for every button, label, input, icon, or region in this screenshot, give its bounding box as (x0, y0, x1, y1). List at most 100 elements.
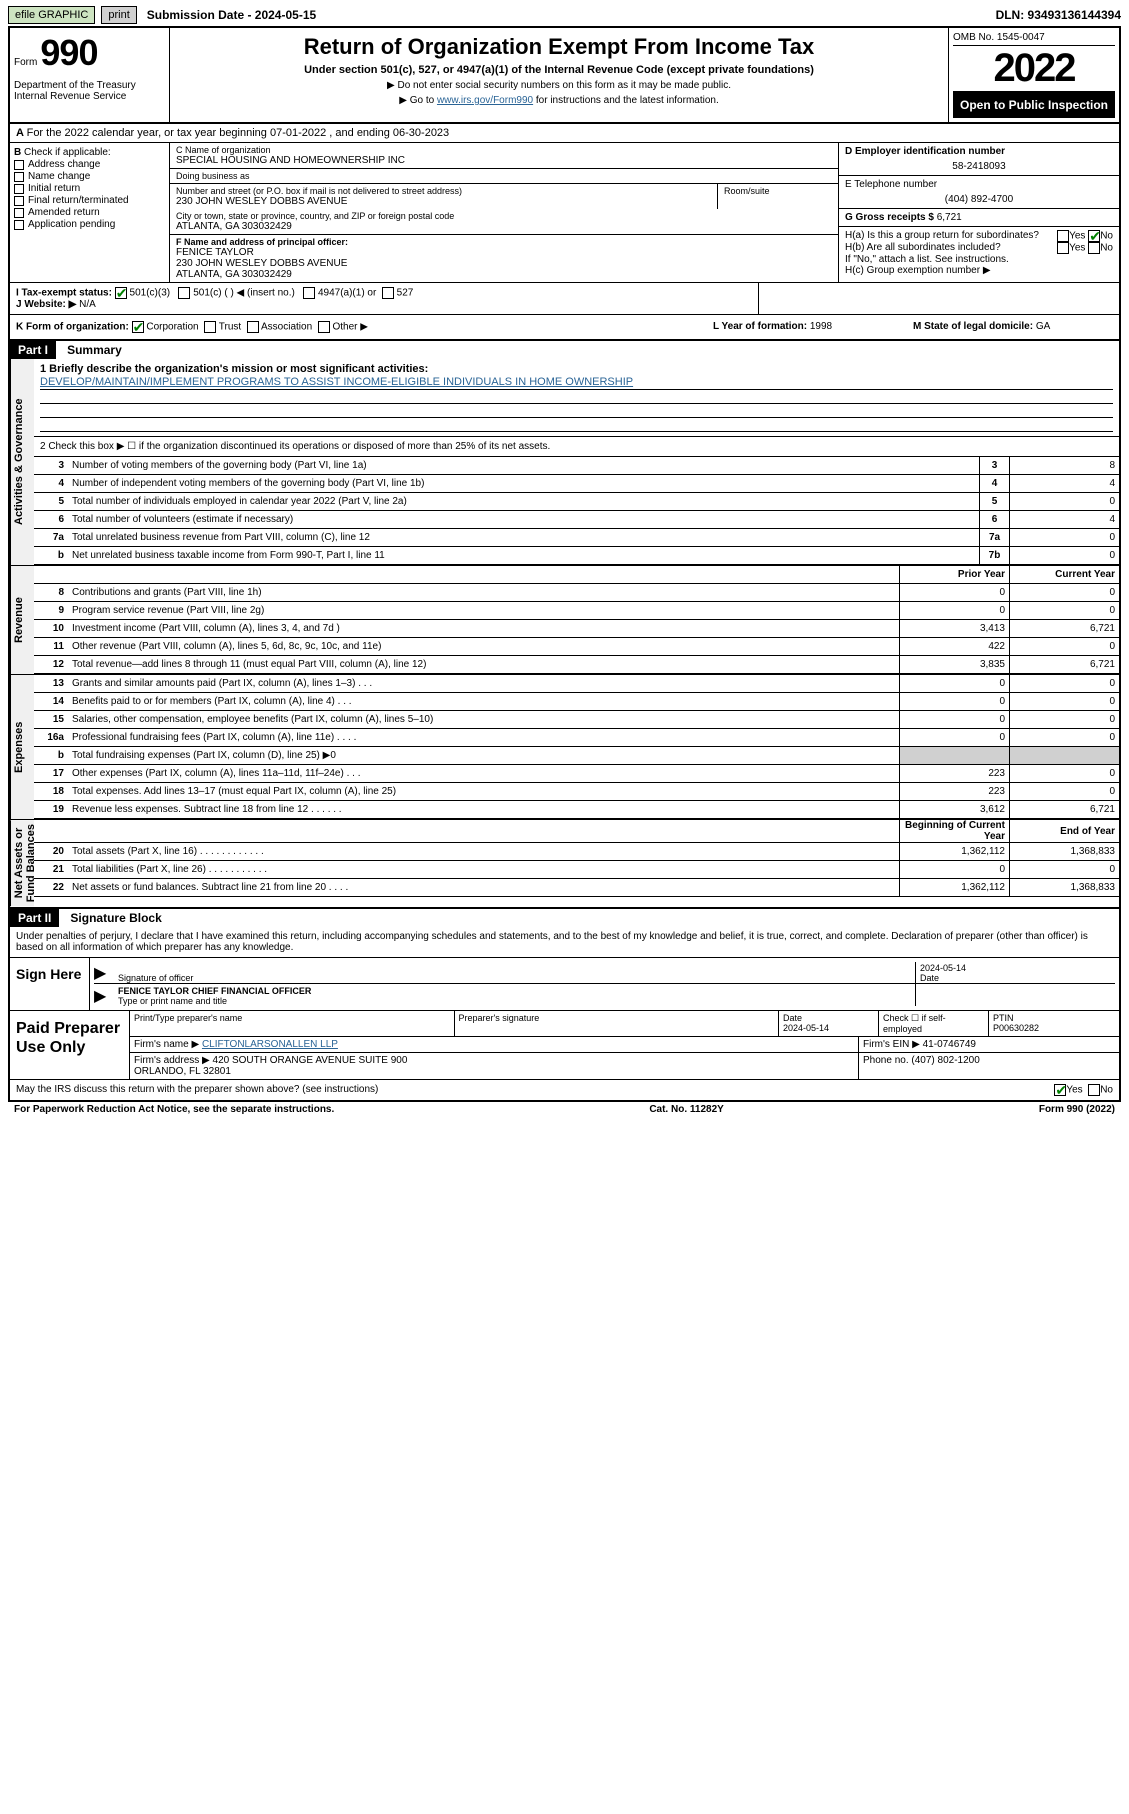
line-text: Number of independent voting members of … (70, 477, 979, 490)
phone: (404) 892-4700 (845, 194, 1113, 205)
ha-no[interactable] (1088, 230, 1100, 242)
line-value: 4 (1009, 511, 1119, 528)
period-row: A For the 2022 calendar year, or tax yea… (8, 124, 1121, 143)
submission-date: Submission Date - 2024-05-15 (147, 8, 316, 22)
line-text: Contributions and grants (Part VIII, lin… (70, 584, 899, 601)
discuss-no-label: No (1100, 1084, 1113, 1095)
form-sub2: ▶ Do not enter social security numbers o… (174, 80, 944, 91)
line-num: 5 (34, 496, 70, 507)
cb-other[interactable] (318, 321, 330, 333)
line-text: Other revenue (Part VIII, column (A), li… (70, 638, 899, 655)
discuss-yes-label: Yes (1066, 1084, 1082, 1095)
street-value: 230 JOHN WESLEY DOBBS AVENUE (176, 196, 711, 207)
form-title: Return of Organization Exempt From Incom… (174, 34, 944, 60)
sidelabel-exp: Expenses (10, 675, 34, 819)
line-num: b (34, 550, 70, 561)
cb-corp[interactable] (132, 321, 144, 333)
line2: 2 Check this box ▶ ☐ if the organization… (34, 437, 1119, 457)
hb-no[interactable] (1088, 242, 1100, 254)
line-value: 8 (1009, 457, 1119, 474)
cb-501c3[interactable] (115, 287, 127, 299)
ha-yes-label: Yes (1069, 231, 1085, 242)
cb-amended[interactable] (14, 208, 24, 218)
line-num: 12 (34, 656, 70, 673)
sig-officer-label: Signature of officer (118, 973, 915, 983)
line-text: Benefits paid to or for members (Part IX… (70, 693, 899, 710)
line-text: Other expenses (Part IX, column (A), lin… (70, 765, 899, 782)
cb-trust[interactable] (204, 321, 216, 333)
prior-value: 1,362,112 (899, 879, 1009, 896)
current-value (1009, 747, 1119, 764)
form-footer: Form 990 (2022) (1039, 1104, 1115, 1115)
line-box: 6 (979, 511, 1009, 528)
hb-label: H(b) Are all subordinates included? (845, 242, 1001, 253)
dept: Department of the Treasury Internal Reve… (14, 80, 165, 102)
l-value: 1998 (810, 321, 832, 332)
sig-date: 2024-05-14 (920, 963, 1115, 973)
i-label: I Tax-exempt status: (16, 288, 112, 299)
e-label: E Telephone number (845, 179, 937, 190)
form-number: 990 (40, 32, 97, 73)
paid-preparer-label: Paid Preparer Use Only (10, 1011, 130, 1079)
efile-badge: efile GRAPHIC (8, 6, 95, 24)
row-l: L Year of formation: 1998 (713, 321, 913, 333)
line-num: 8 (34, 584, 70, 601)
k-label: K Form of organization: (16, 322, 129, 333)
hb-yes[interactable] (1057, 242, 1069, 254)
dln: DLN: 93493136144394 (996, 8, 1121, 22)
current-year-hdr: Current Year (1009, 566, 1119, 583)
omb-number: OMB No. 1545-0047 (953, 32, 1115, 46)
firm-ein: 41-0746749 (923, 1039, 976, 1050)
prep-ptin: PTIN P00630282 (989, 1011, 1119, 1036)
topbar: efile GRAPHIC print Submission Date - 20… (8, 4, 1121, 26)
irs-link[interactable]: www.irs.gov/Form990 (437, 95, 533, 106)
cb-4947[interactable] (303, 287, 315, 299)
firm-name[interactable]: CLIFTONLARSONALLEN LLP (202, 1039, 338, 1050)
row-m: M State of legal domicile: GA (913, 321, 1113, 333)
room-label: Room/suite (724, 186, 832, 196)
m-value: GA (1036, 321, 1050, 332)
ein: 58-2418093 (845, 161, 1113, 172)
discuss-no[interactable] (1088, 1084, 1100, 1096)
cb-final[interactable] (14, 196, 24, 206)
discuss-yes[interactable] (1054, 1084, 1066, 1096)
cb-name-change[interactable] (14, 172, 24, 182)
line-num: 22 (34, 879, 70, 896)
prior-year-hdr: Prior Year (899, 566, 1009, 583)
line-text: Salaries, other compensation, employee b… (70, 711, 899, 728)
firm-phone-label: Phone no. (863, 1055, 909, 1066)
current-value: 0 (1009, 861, 1119, 878)
cb-501c[interactable] (178, 287, 190, 299)
g-label: G Gross receipts $ (845, 212, 934, 223)
cb-527[interactable] (382, 287, 394, 299)
b-label: Check if applicable: (24, 147, 111, 158)
mission-text[interactable]: DEVELOP/MAINTAIN/IMPLEMENT PROGRAMS TO A… (40, 376, 633, 388)
print-button[interactable]: print (101, 6, 136, 24)
cb-addr-change[interactable] (14, 160, 24, 170)
header-right-cell: OMB No. 1545-0047 2022 Open to Public In… (949, 28, 1119, 122)
line-text: Revenue less expenses. Subtract line 18 … (70, 801, 899, 818)
line-value: 0 (1009, 493, 1119, 510)
officer-addr1: 230 JOHN WESLEY DOBBS AVENUE (176, 258, 832, 269)
sidelabel-net: Net Assets or Fund Balances (10, 820, 34, 906)
cb-app-pending[interactable] (14, 220, 24, 230)
line-box: 4 (979, 475, 1009, 492)
line-num: b (34, 747, 70, 764)
line-value: 0 (1009, 547, 1119, 564)
paperwork-notice: For Paperwork Reduction Act Notice, see … (14, 1104, 334, 1115)
hb-note: If "No," attach a list. See instructions… (845, 254, 1113, 265)
form-number-cell: Form 990 Department of the Treasury Inte… (10, 28, 170, 122)
ha-yes[interactable] (1057, 230, 1069, 242)
prep-date: Date 2024-05-14 (779, 1011, 879, 1036)
prior-value: 3,835 (899, 656, 1009, 673)
form-sub1: Under section 501(c), 527, or 4947(a)(1)… (174, 64, 944, 76)
part1-num: Part I (10, 341, 56, 359)
line-text: Number of voting members of the governin… (70, 459, 979, 472)
line-text: Program service revenue (Part VIII, line… (70, 602, 899, 619)
cb-assoc[interactable] (247, 321, 259, 333)
discuss-text: May the IRS discuss this return with the… (16, 1084, 713, 1096)
cb-initial[interactable] (14, 184, 24, 194)
line-text: Total expenses. Add lines 13–17 (must eq… (70, 783, 899, 800)
prior-value: 3,413 (899, 620, 1009, 637)
c-name-label: C Name of organization (176, 145, 832, 155)
